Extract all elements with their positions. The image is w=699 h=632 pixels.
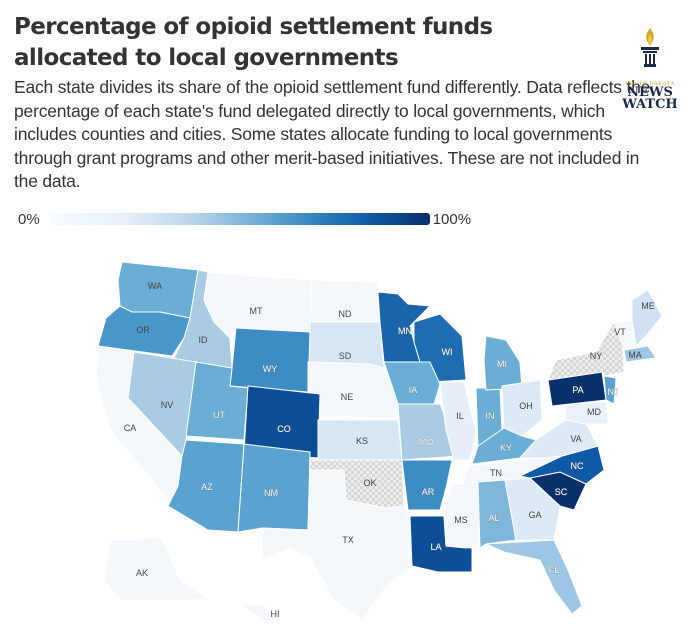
label-MI: MI	[497, 359, 507, 369]
label-TN: TN	[490, 468, 502, 478]
logo-line-3: WATCH	[622, 97, 678, 112]
label-MD: MD	[587, 407, 601, 417]
state-MD[interactable]	[565, 401, 609, 425]
label-NY: NY	[590, 351, 603, 361]
label-MT: MT	[250, 306, 263, 316]
label-NJ: NJ	[608, 387, 619, 397]
logo-line-1: SOUTH DAKOTA	[625, 81, 675, 87]
state-MN[interactable]	[377, 291, 432, 363]
label-IA: IA	[409, 385, 418, 395]
state-MT[interactable]	[203, 271, 313, 339]
label-WA: WA	[148, 281, 162, 291]
label-CA: CA	[124, 423, 137, 433]
label-ND: ND	[339, 309, 352, 319]
label-VA: VA	[570, 434, 581, 444]
label-KY: KY	[500, 443, 512, 453]
label-IL: IL	[456, 411, 464, 421]
label-WI: WI	[442, 347, 453, 357]
state-NJ[interactable]	[603, 375, 617, 405]
label-AR: AR	[422, 487, 435, 497]
state-MA[interactable]	[623, 345, 657, 363]
legend-gradient-bar	[49, 213, 430, 225]
state-FL[interactable]	[485, 539, 583, 615]
label-HI: HI	[271, 609, 280, 619]
label-GA: GA	[528, 510, 541, 520]
label-OK: OK	[363, 478, 376, 488]
state-AK[interactable]	[103, 537, 212, 601]
state-OH[interactable]	[501, 379, 543, 437]
state-AR[interactable]	[401, 459, 453, 511]
torch-icon	[641, 28, 659, 67]
label-MA: MA	[628, 350, 642, 360]
label-OH: OH	[519, 401, 533, 411]
legend-min-label: 0%	[18, 210, 40, 228]
state-ME[interactable]	[631, 289, 663, 348]
label-NV: NV	[161, 400, 174, 410]
label-ME: ME	[641, 301, 655, 311]
chart-description: Each state divides its share of the opio…	[14, 77, 651, 191]
state-NY[interactable]	[547, 321, 625, 381]
label-SC: SC	[555, 487, 568, 497]
label-NC: NC	[571, 461, 584, 471]
state-IL[interactable]	[439, 381, 477, 461]
label-UT: UT	[213, 410, 225, 420]
label-OR: OR	[136, 325, 150, 335]
label-VT: VT	[614, 327, 626, 337]
state-HI[interactable]	[238, 603, 282, 623]
label-IN: IN	[486, 411, 495, 421]
state-TX[interactable]	[261, 469, 411, 621]
color-legend: 0% 100%	[18, 208, 471, 230]
label-NM: NM	[264, 488, 278, 498]
label-WY: WY	[263, 364, 278, 374]
logo-line-2: NEWS	[627, 85, 673, 100]
label-PA: PA	[572, 385, 583, 395]
label-AK: AK	[136, 568, 148, 578]
label-CO: CO	[277, 424, 291, 434]
label-NE: NE	[341, 392, 354, 402]
us-choropleth-map: WA OR ID MT ND SD WY NE CA NV UT CO KS A…	[95, 261, 663, 623]
state-SD[interactable]	[307, 321, 385, 369]
legend-max-label: 100%	[432, 210, 472, 228]
label-FL: FL	[549, 565, 560, 575]
chart-title: Percentage of opioid settlement funds al…	[14, 14, 493, 71]
state-AL[interactable]	[477, 479, 517, 549]
label-MS: MS	[454, 515, 468, 525]
label-ID: ID	[199, 335, 209, 345]
label-TX: TX	[342, 535, 354, 545]
label-MO: MO	[419, 437, 434, 447]
label-MN: MN	[398, 326, 412, 336]
label-AL: AL	[488, 513, 499, 523]
label-SD: SD	[339, 351, 352, 361]
state-IA[interactable]	[383, 361, 441, 405]
label-LA: LA	[430, 542, 441, 552]
news-watch-logo: SOUTH DAKOTA NEWS WATCH	[610, 26, 690, 112]
label-KS: KS	[356, 436, 368, 446]
state-WY[interactable]	[229, 327, 311, 393]
label-AZ: AZ	[201, 482, 213, 492]
